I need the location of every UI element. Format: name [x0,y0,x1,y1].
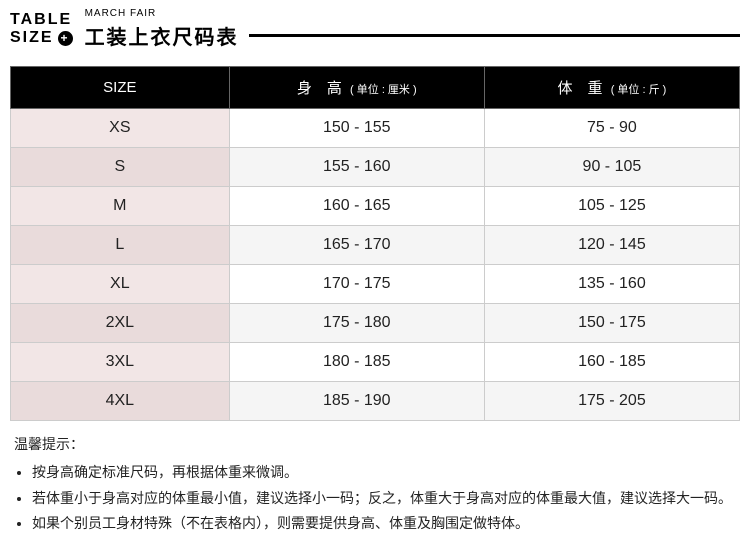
col-header-weight-unit: ( 单位 : 斤 ) [611,84,667,96]
cell-size: 3XL [11,343,230,382]
cell-size: XL [11,265,230,304]
table-row: XL170 - 175135 - 160 [11,265,740,304]
cell-weight: 120 - 145 [484,226,739,265]
col-header-height: 身 高 ( 单位 : 厘米 ) [229,67,484,109]
label-size-text: SIZE [10,29,54,47]
table-row: L165 - 170120 - 145 [11,226,740,265]
cell-weight: 75 - 90 [484,109,739,148]
header: TABLE SIZE + MARCH FAIR 工装上衣尺码表 [0,0,750,58]
table-body: XS150 - 15575 - 90S155 - 16090 - 105M160… [11,109,740,421]
col-header-height-unit: ( 单位 : 厘米 ) [350,84,417,96]
plus-icon: + [58,31,73,46]
notes-item: 若体重小于身高对应的体重最小值，建议选择小一码；反之，体重大于身高对应的体重最大… [32,487,736,511]
table-row: S155 - 16090 - 105 [11,148,740,187]
cell-height: 165 - 170 [229,226,484,265]
cell-weight: 150 - 175 [484,304,739,343]
table-row: XS150 - 15575 - 90 [11,109,740,148]
col-header-weight: 体 重 ( 单位 : 斤 ) [484,67,739,109]
table-row: 4XL185 - 190175 - 205 [11,382,740,421]
cell-size: M [11,187,230,226]
cell-height: 155 - 160 [229,148,484,187]
size-table: SIZE 身 高 ( 单位 : 厘米 ) 体 重 ( 单位 : 斤 ) XS15… [10,66,740,421]
cell-weight: 135 - 160 [484,265,739,304]
header-left: TABLE SIZE + [10,11,73,47]
cell-weight: 160 - 185 [484,343,739,382]
cell-height: 180 - 185 [229,343,484,382]
notes-item: 如果个别员工身材特殊（不在表格内），则需要提供身高、体重及胸围定做特体。 [32,512,736,536]
notes: 温馨提示： 按身高确定标准尺码，再根据体重来微调。若体重小于身高对应的体重最小值… [0,421,750,536]
table-header: SIZE 身 高 ( 单位 : 厘米 ) 体 重 ( 单位 : 斤 ) [11,67,740,109]
col-header-size: SIZE [11,67,230,109]
label-table: TABLE [10,11,72,29]
header-title-row: 工装上衣尺码表 [85,21,740,50]
cell-size: 4XL [11,382,230,421]
cell-weight: 105 - 125 [484,187,739,226]
header-right: MARCH FAIR 工装上衣尺码表 [85,8,740,50]
notes-list: 按身高确定标准尺码，再根据体重来微调。若体重小于身高对应的体重最小值，建议选择小… [14,461,736,536]
brand-label: MARCH FAIR [85,8,740,19]
table-row: 3XL180 - 185160 - 185 [11,343,740,382]
cell-size: 2XL [11,304,230,343]
col-header-size-label: SIZE [103,79,136,96]
cell-height: 150 - 155 [229,109,484,148]
label-size: SIZE + [10,29,73,47]
cell-weight: 175 - 205 [484,382,739,421]
cell-height: 170 - 175 [229,265,484,304]
cell-size: S [11,148,230,187]
table-row: M160 - 165105 - 125 [11,187,740,226]
cell-size: XS [11,109,230,148]
notes-title: 温馨提示： [14,433,736,457]
page-title: 工装上衣尺码表 [85,21,239,50]
header-divider [249,34,740,37]
cell-height: 175 - 180 [229,304,484,343]
cell-height: 185 - 190 [229,382,484,421]
table-row: 2XL175 - 180150 - 175 [11,304,740,343]
col-header-height-label: 身 高 [297,80,342,97]
cell-weight: 90 - 105 [484,148,739,187]
notes-item: 按身高确定标准尺码，再根据体重来微调。 [32,461,736,485]
col-header-weight-label: 体 重 [558,80,603,97]
cell-size: L [11,226,230,265]
cell-height: 160 - 165 [229,187,484,226]
